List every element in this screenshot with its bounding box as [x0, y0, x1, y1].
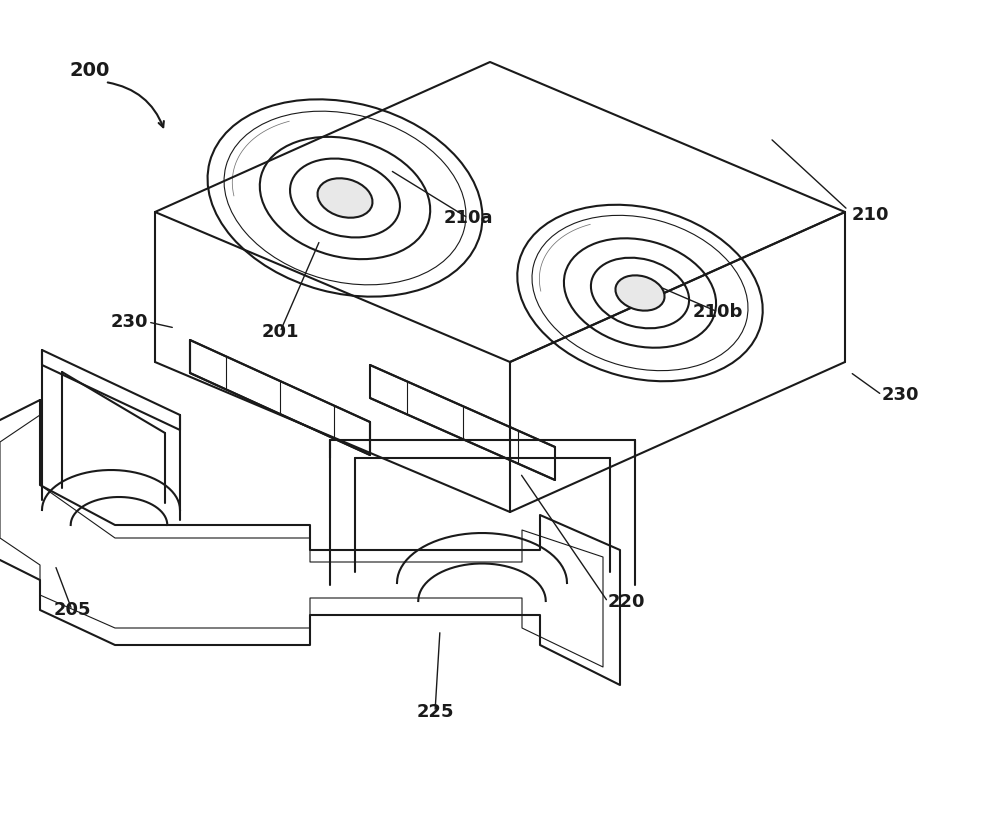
- Text: 205: 205: [53, 601, 91, 619]
- Text: 210b: 210b: [693, 303, 743, 321]
- Text: 230: 230: [882, 386, 920, 404]
- Text: 230: 230: [110, 313, 148, 331]
- Ellipse shape: [615, 276, 665, 310]
- Text: 210a: 210a: [443, 209, 493, 227]
- Text: 225: 225: [416, 703, 454, 721]
- Text: 201: 201: [261, 323, 299, 341]
- Ellipse shape: [318, 178, 372, 217]
- Text: 220: 220: [608, 593, 646, 611]
- Text: 200: 200: [70, 61, 110, 80]
- Text: 210: 210: [851, 206, 889, 224]
